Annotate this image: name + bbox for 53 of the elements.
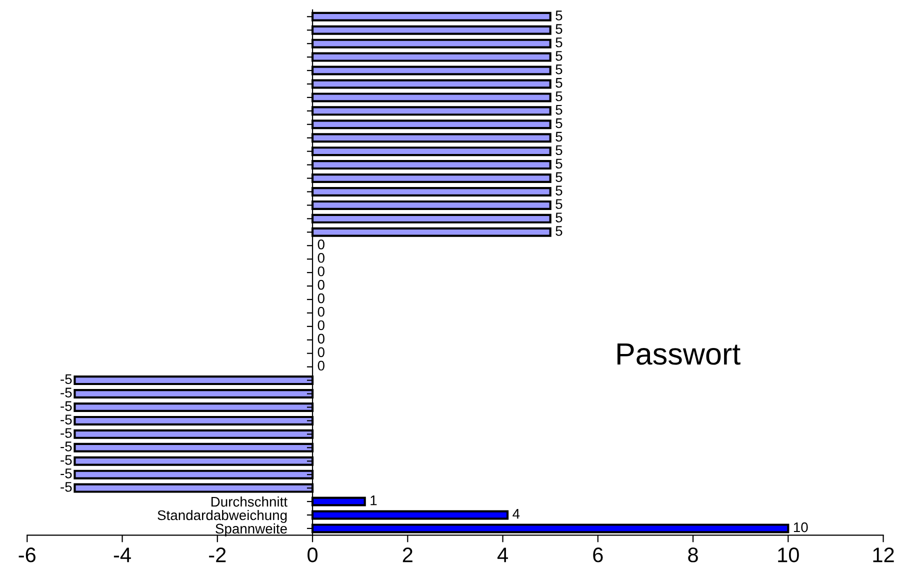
data-label: 0 [318,360,324,371]
data-label: 5 [556,118,562,128]
x-tick-label: 10 [778,548,799,562]
data-label: 0 [318,347,324,358]
data-label: -5 [60,414,72,424]
x-tick-label: -6 [18,548,36,562]
data-label: 5 [556,38,562,48]
x-tick-label: 0 [308,548,318,562]
x-tick-label: 2 [402,548,412,562]
data-label: 5 [556,91,562,102]
data-label: 0 [318,293,324,304]
data-label: -5 [60,401,72,411]
y-tick-label: Durchschnitt [211,496,288,507]
x-tick-label: 4 [497,548,508,562]
data-label: 0 [318,306,324,317]
data-label: 5 [556,64,562,74]
data-label: 0 [318,320,324,330]
data-label: -5 [60,442,72,452]
data-label: 0 [318,266,324,276]
data-label: -5 [60,455,72,465]
annotation: Passwort [617,343,740,365]
data-label: 5 [556,199,562,209]
y-tick-label: Spannweite [216,523,287,536]
data-label: 0 [318,240,324,250]
data-label: 5 [556,10,562,20]
data-label: 5 [556,24,562,34]
data-label: 5 [556,145,562,156]
data-label: 5 [556,158,562,169]
data-label: 5 [556,132,562,142]
data-label: 5 [556,186,562,196]
data-label: 5 [556,104,562,115]
x-tick-label: 12 [873,548,894,562]
data-label: -5 [60,374,72,384]
data-label: 4 [512,509,520,519]
data-label: 5 [556,172,562,182]
data-label: 0 [318,280,324,290]
data-label: -5 [60,468,72,478]
x-tick-label: -2 [209,548,226,562]
data-label: 10 [794,522,808,532]
data-label: 0 [318,252,324,263]
data-label: 0 [318,334,324,344]
data-label: -5 [60,428,72,438]
data-label: 5 [556,226,562,236]
data-label: 5 [556,51,562,61]
x-tick-label: 6 [593,548,603,562]
y-tick-label: Standardabweichung [158,510,287,523]
data-label: 5 [556,78,562,88]
data-label: 1 [370,496,377,506]
data-label: -5 [60,388,72,398]
x-tick-label: 8 [688,548,698,562]
data-label: -5 [60,482,72,492]
data-label: 5 [556,212,562,222]
x-tick-label: -4 [114,548,131,562]
